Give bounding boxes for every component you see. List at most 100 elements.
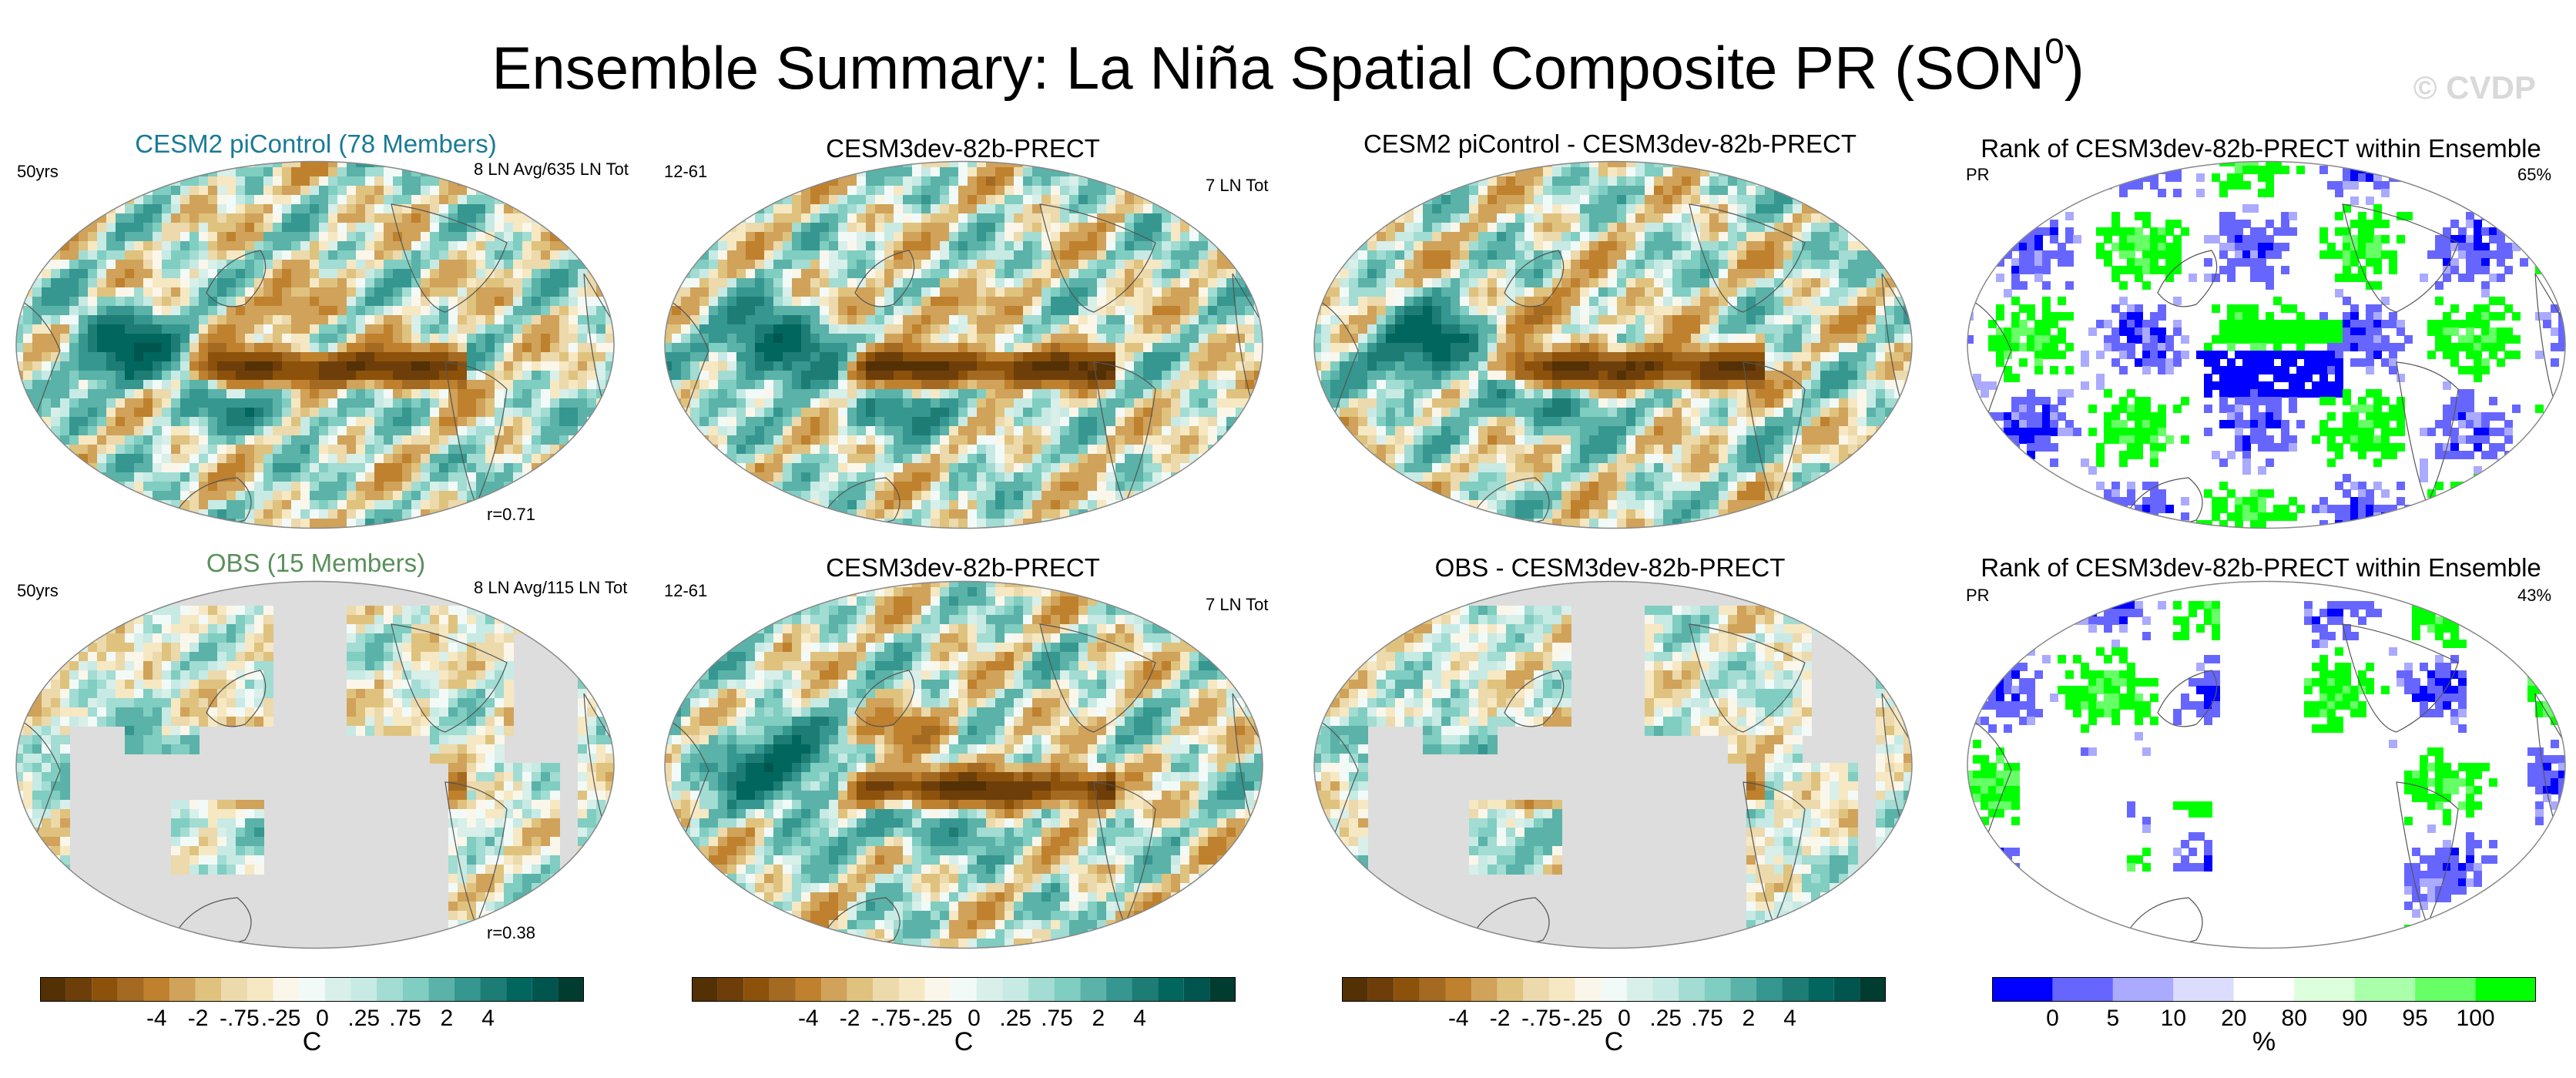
map-cell — [783, 204, 793, 214]
map-cell — [69, 167, 79, 177]
map-cell — [578, 213, 588, 223]
map-cell — [1245, 426, 1255, 436]
map-cell — [522, 167, 532, 177]
map-cell — [665, 398, 673, 408]
map-cell — [1199, 278, 1209, 288]
map-cell — [106, 195, 116, 205]
map-cell — [495, 435, 505, 445]
map-cell — [690, 241, 700, 251]
map-cell — [42, 269, 52, 279]
map-cell — [1226, 297, 1236, 307]
map-cell — [1005, 213, 1015, 223]
map-cell — [736, 408, 746, 418]
map-cell — [550, 417, 560, 427]
map-cell — [42, 213, 52, 223]
map-cell — [665, 334, 673, 344]
map-cell — [337, 371, 347, 381]
map-cell — [792, 176, 802, 186]
map-cell — [718, 250, 728, 260]
map-cell — [1078, 343, 1088, 353]
map-cell — [374, 287, 384, 297]
map-cell — [393, 463, 403, 473]
map-cell — [1189, 445, 1199, 455]
map-cell — [217, 380, 227, 390]
map-cell — [134, 269, 144, 279]
map-cell — [504, 361, 514, 371]
map-cell — [1226, 315, 1236, 325]
map-cell — [1152, 380, 1162, 390]
map-cell — [16, 361, 24, 371]
map-cell — [847, 269, 857, 279]
map-cell — [931, 389, 941, 399]
map-cell — [1199, 417, 1209, 427]
map-cell — [88, 269, 98, 279]
map-cell — [1125, 167, 1135, 177]
map-cell — [1023, 278, 1033, 288]
map-cell — [1189, 167, 1199, 177]
map-cell — [1051, 343, 1061, 353]
map-cell — [1171, 241, 1181, 251]
map-cell — [291, 472, 301, 482]
map-cell — [875, 334, 885, 344]
map-cell — [32, 315, 42, 325]
map-cell — [746, 260, 756, 270]
map-cell — [727, 167, 737, 177]
map-cell — [541, 417, 551, 427]
map-cell — [1254, 161, 1263, 168]
map-cell — [596, 380, 606, 390]
map-cell — [1032, 324, 1042, 334]
map-cell — [783, 278, 793, 288]
map-cell — [402, 195, 412, 205]
map-cell — [1263, 278, 1273, 288]
map-cell — [116, 223, 126, 233]
map-cell — [792, 195, 802, 205]
map-cell — [541, 528, 551, 529]
map-cell — [273, 167, 283, 177]
map-cell — [495, 454, 505, 464]
map-cell — [587, 398, 597, 408]
map-cell — [60, 435, 70, 445]
map-cell — [764, 232, 774, 242]
map-cell — [1041, 161, 1052, 168]
map-cell — [1162, 435, 1172, 445]
map-cell — [903, 463, 913, 473]
map-cell — [199, 398, 209, 408]
map-cell — [347, 297, 357, 307]
map-cell — [16, 417, 24, 427]
map-cell — [727, 445, 737, 455]
map-cell — [263, 417, 273, 427]
map-cell — [106, 454, 116, 464]
map-cell — [88, 435, 98, 445]
map-cell — [1254, 445, 1263, 455]
map-cell — [875, 195, 885, 205]
map-cell — [88, 287, 98, 297]
map-cell — [513, 315, 523, 325]
map-cell — [1115, 278, 1125, 288]
map-cell — [328, 176, 338, 186]
map-cell — [977, 417, 987, 427]
map-cell — [746, 324, 756, 334]
map-cell — [801, 213, 811, 223]
map-cell — [550, 195, 560, 205]
map-cell — [97, 361, 107, 371]
map-cell — [273, 519, 283, 529]
map-cell — [1060, 297, 1070, 307]
map-cell — [69, 435, 79, 445]
map-cell — [328, 445, 338, 455]
map-cell — [709, 195, 719, 205]
map-cell — [1245, 241, 1255, 251]
map-cell — [337, 324, 347, 334]
map-cell — [153, 528, 163, 529]
map-cell — [1005, 241, 1015, 251]
map-cell — [1217, 334, 1227, 344]
map-cell — [393, 435, 403, 445]
map-cell — [1097, 334, 1107, 344]
map-cell — [605, 417, 614, 427]
panel-8-var: PR — [1966, 586, 1990, 605]
map-cell — [810, 186, 820, 196]
map-cell — [727, 324, 737, 334]
map-cell — [1226, 213, 1236, 223]
map-cell — [968, 389, 978, 399]
map-cell — [949, 343, 959, 353]
map-cell — [458, 509, 468, 519]
